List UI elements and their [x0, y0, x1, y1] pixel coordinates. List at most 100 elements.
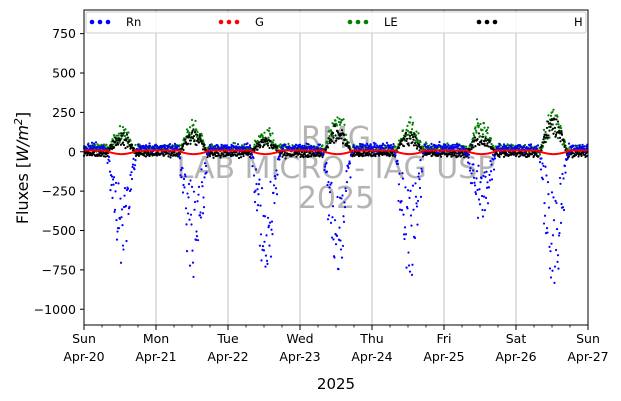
rn-point: [414, 182, 417, 185]
h-point: [259, 144, 262, 147]
le-point: [406, 129, 410, 133]
rn-point: [280, 146, 283, 149]
h-point: [554, 133, 558, 136]
rn-point: [107, 155, 111, 158]
rn-point: [486, 202, 490, 205]
rn-point: [349, 176, 352, 179]
y-axis-ticks: 750 500 250 0 −250 −500 −750 −1000: [34, 26, 84, 317]
rn-point: [375, 144, 379, 147]
h-point: [186, 142, 190, 145]
h-point: [542, 135, 546, 139]
le-point: [407, 133, 410, 136]
rn-point: [441, 147, 445, 150]
h-point: [546, 120, 550, 123]
le-point: [471, 137, 475, 140]
rn-point: [109, 189, 112, 192]
h-point: [326, 146, 330, 149]
h-point: [540, 144, 544, 148]
rn-point: [543, 201, 546, 205]
h-point: [377, 154, 381, 157]
rn-point: [90, 141, 94, 144]
rn-point: [340, 197, 343, 200]
rn-point: [148, 144, 152, 148]
rn-point: [252, 156, 255, 160]
h-point: [550, 123, 553, 126]
h-point: [558, 136, 562, 140]
rn-point: [364, 145, 368, 149]
h-point: [332, 136, 335, 139]
h-point: [400, 142, 403, 146]
h-point: [182, 148, 185, 152]
h-point: [307, 155, 311, 158]
h-point: [173, 151, 176, 154]
h-point: [219, 156, 222, 159]
rn-point: [345, 181, 349, 184]
rn-point: [114, 181, 118, 184]
h-point: [115, 139, 118, 142]
rn-point: [498, 143, 502, 146]
rn-point: [144, 144, 148, 147]
h-point: [317, 152, 321, 155]
rn-point: [542, 222, 546, 225]
rn-point: [192, 275, 195, 279]
rn-point: [258, 244, 262, 247]
le-point: [549, 114, 553, 117]
h-point: [476, 137, 479, 141]
le-point: [202, 141, 205, 144]
h-point: [401, 139, 404, 142]
rn-point: [248, 144, 252, 147]
rn-point: [542, 164, 545, 168]
rn-point: [177, 154, 181, 157]
rn-point: [538, 161, 542, 164]
le-point: [190, 118, 194, 122]
rn-point: [550, 191, 554, 194]
rn-point: [192, 190, 196, 193]
rn-point: [398, 172, 401, 175]
h-point: [478, 143, 481, 147]
h-point: [583, 153, 587, 156]
rn-point: [566, 157, 569, 161]
rn-point: [467, 156, 470, 159]
legend-marker: [363, 19, 369, 25]
rn-point: [181, 167, 184, 170]
rn-point: [113, 208, 117, 211]
rn-point: [560, 202, 563, 206]
h-point: [580, 154, 583, 157]
rn-point: [181, 191, 185, 194]
h-point: [125, 133, 129, 136]
rn-point: [108, 160, 111, 163]
rn-point: [466, 161, 470, 164]
rn-point: [402, 213, 405, 216]
h-point: [230, 151, 234, 154]
h-point: [411, 135, 415, 139]
y-tick-label: −250: [42, 184, 76, 199]
le-point: [414, 134, 418, 137]
rn-point: [262, 249, 266, 252]
h-point: [502, 155, 506, 158]
rn-point: [547, 206, 551, 209]
rn-point: [407, 251, 410, 254]
rn-point: [477, 198, 481, 201]
h-point: [341, 142, 345, 145]
le-point: [272, 139, 275, 142]
rn-point: [456, 146, 459, 149]
rn-point: [347, 166, 350, 170]
h-point: [219, 154, 223, 157]
rn-point: [235, 145, 238, 148]
rn-point: [397, 199, 400, 203]
g-line: [84, 149, 588, 156]
rn-point: [476, 216, 480, 219]
rn-point: [254, 168, 258, 171]
le-point: [116, 134, 120, 137]
h-point: [545, 126, 549, 130]
rn-point: [268, 244, 271, 247]
rn-point: [128, 189, 132, 193]
h-point: [126, 145, 129, 148]
y-tick-label: 0: [68, 144, 76, 159]
rn-point: [312, 145, 316, 148]
rn-point: [102, 145, 106, 148]
rn-point: [272, 184, 276, 187]
rn-point: [480, 177, 483, 180]
le-point: [134, 143, 137, 147]
rn-point: [201, 212, 205, 215]
